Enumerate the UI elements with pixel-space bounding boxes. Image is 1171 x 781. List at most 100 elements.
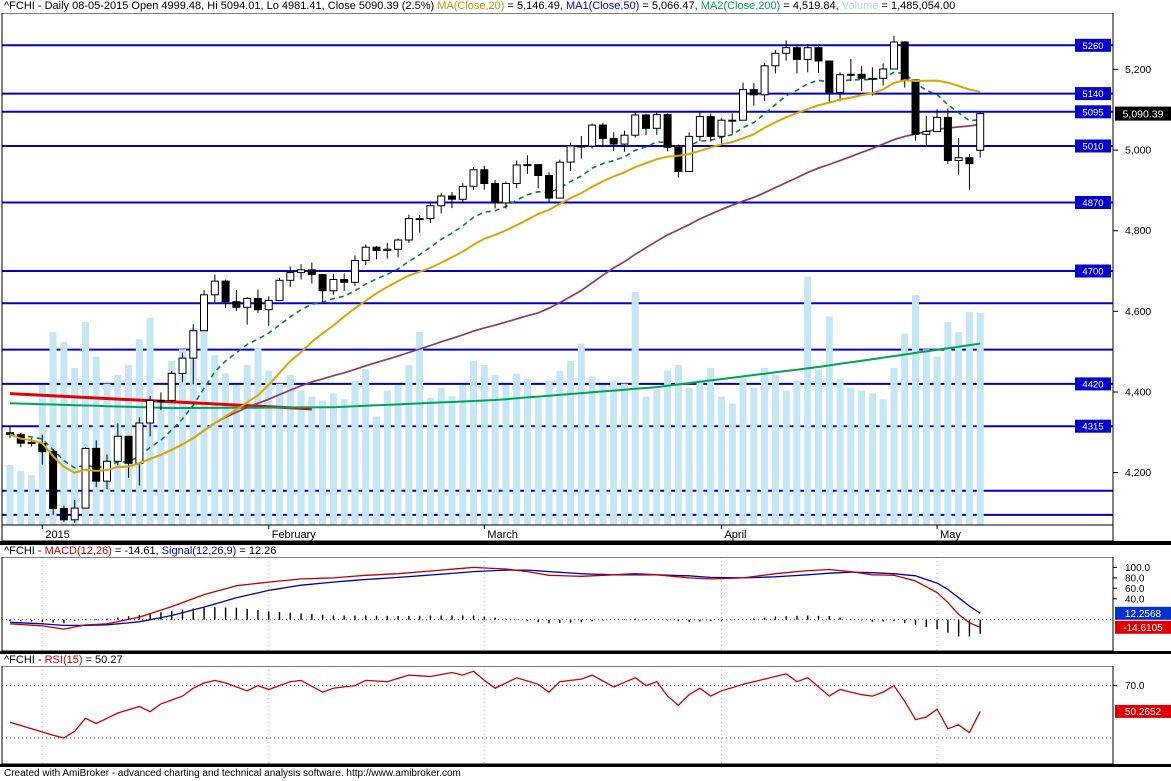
volume-bar	[254, 347, 262, 525]
volume-bar	[588, 376, 596, 525]
volume-bar	[631, 292, 639, 525]
signal-line	[9, 569, 981, 627]
candle-up	[555, 161, 564, 199]
volume-bar	[232, 385, 240, 525]
candle-up	[81, 447, 90, 509]
volume-bar	[394, 385, 402, 525]
signal-value-label: 12.2568	[1125, 609, 1162, 620]
volume-bar	[976, 312, 984, 525]
candle-down	[27, 441, 36, 445]
volume-bar	[49, 332, 57, 525]
volume-bar	[642, 396, 650, 525]
ma200-line	[9, 342, 981, 410]
candle-down	[545, 175, 553, 199]
volume-bar	[847, 387, 855, 525]
candle-up	[135, 422, 144, 464]
candle-up	[297, 269, 306, 274]
candle-up	[782, 47, 791, 54]
candle-up	[243, 297, 252, 308]
volume-bar	[373, 416, 380, 525]
panel-splitter[interactable]	[0, 651, 1171, 654]
candle-down	[318, 274, 327, 292]
volume-bar	[825, 316, 833, 525]
ma20-line	[9, 79, 981, 474]
candle-up	[200, 294, 208, 332]
volume-bar	[60, 342, 68, 525]
volume-bar	[491, 375, 499, 525]
level-chip-label: 4870	[1082, 198, 1103, 209]
candle-up	[501, 183, 510, 204]
ma200-title-label: MA2(Close,200)	[700, 0, 781, 12]
candle-up	[846, 73, 855, 76]
candle-up	[146, 399, 155, 424]
candle-down	[6, 432, 14, 435]
candle-down	[307, 269, 316, 276]
candle-up	[879, 68, 888, 79]
volume-bar	[922, 349, 930, 525]
candle-down	[340, 279, 349, 283]
level-chip-label: 4315	[1082, 422, 1103, 433]
volume-bar	[534, 397, 542, 525]
volume-bar	[513, 373, 521, 525]
last-price-label: 5,090.39	[1123, 108, 1164, 120]
candle-down	[59, 508, 68, 521]
candle-down	[792, 47, 801, 60]
candle-up	[351, 260, 359, 283]
volume-bar	[567, 360, 575, 525]
volume-bar	[82, 322, 89, 525]
candle-up	[426, 205, 435, 220]
candle-up	[620, 134, 629, 145]
level-chip-label: 5260	[1082, 41, 1103, 52]
volume-bar	[707, 367, 715, 525]
volume-bar	[523, 379, 531, 525]
volume-bar	[319, 400, 327, 525]
volume-bar	[664, 370, 672, 525]
candle-up	[771, 52, 780, 67]
candle-up	[523, 164, 532, 167]
candle-up	[113, 435, 122, 462]
candle-down	[534, 164, 543, 177]
rsi-title-label: RSI(15)	[44, 654, 83, 666]
macd-title-symbol: ^FCHI -	[4, 545, 45, 557]
price-axis-label: 4,200	[1125, 467, 1151, 479]
volume-bar	[577, 343, 585, 525]
candle-up	[803, 47, 812, 60]
volume-bar	[761, 367, 769, 525]
rsi-title-value: = 50.27	[82, 654, 123, 666]
rsi-panel-border	[1, 665, 1114, 765]
rsi-panel-canvas[interactable]	[2, 666, 1113, 764]
volume-bar	[103, 383, 111, 525]
candle-down	[642, 114, 650, 129]
volume-bar	[901, 333, 909, 525]
volume-bar	[448, 396, 456, 525]
rsi-line	[9, 670, 981, 739]
x-axis-label: March	[487, 529, 518, 541]
volume-bar	[879, 399, 887, 525]
volume-bar	[815, 369, 822, 525]
panel-splitter[interactable]	[0, 764, 1171, 767]
candle-down	[857, 73, 866, 79]
candle-up	[437, 195, 446, 207]
rsi-value-box	[1115, 704, 1171, 718]
candle-up	[890, 41, 898, 70]
volume-bar	[265, 370, 273, 525]
level-chip-label: 5010	[1082, 142, 1103, 153]
candle-up	[264, 299, 273, 311]
volume-bar	[179, 349, 186, 525]
panel-splitter[interactable]	[0, 541, 1171, 545]
macd-panel-canvas[interactable]	[2, 557, 1113, 651]
candle-down	[911, 79, 920, 135]
macd-panel: 100.080.060.040.0 12.2568 -14.6105	[1, 556, 1171, 652]
candle-down	[372, 246, 381, 251]
candle-down	[814, 47, 823, 62]
level-chip-label: 5140	[1082, 89, 1103, 100]
volume-bar	[362, 369, 370, 525]
candle-down	[480, 169, 489, 185]
volume-title-label: Volume	[841, 0, 879, 12]
footer-text: Created with AmiBroker - advanced charti…	[4, 768, 461, 779]
volume-bar	[944, 322, 952, 525]
volume-bar	[653, 389, 661, 525]
volume-bar	[933, 356, 941, 525]
candle-down	[609, 137, 618, 145]
volume-bar	[351, 380, 359, 525]
